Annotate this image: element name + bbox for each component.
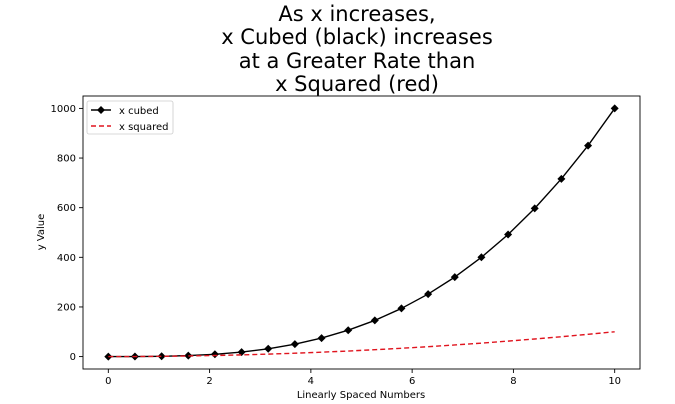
legend-label-x-cubed: x cubed (119, 106, 159, 117)
y-tick-label: 600 (57, 203, 76, 214)
data-point-x-cubed (317, 334, 326, 343)
data-point-x-cubed (264, 344, 273, 353)
y-axis-label: y Value (36, 214, 47, 251)
y-tick-label: 200 (57, 302, 76, 313)
y-tick-label: 400 (57, 253, 76, 264)
series-line-x-cubed (108, 108, 616, 358)
title-line-1: As x increases, (278, 2, 435, 26)
chart-title: As x increases, x Cubed (black) increase… (221, 2, 493, 96)
plot-area-frame (82, 95, 641, 370)
data-point-x-cubed (450, 273, 459, 282)
legend-marker-x-cubed (97, 106, 105, 114)
title-line-3: at a Greater Rate than (239, 49, 476, 73)
x-axis-ticks: 0 2 4 6 8 10 (105, 369, 621, 387)
data-point-x-cubed (344, 326, 353, 335)
x-tick-label: 4 (308, 376, 314, 387)
data-point-x-cubed (557, 174, 566, 183)
x-tick-label: 10 (608, 376, 621, 387)
data-point-x-cubed (210, 350, 219, 359)
data-point-x-cubed (104, 352, 113, 361)
data-point-x-cubed (157, 352, 166, 361)
title-line-4: x Squared (red) (275, 72, 439, 96)
data-point-x-cubed (530, 204, 539, 213)
series-layer (104, 104, 619, 361)
series-line-x-squared (108, 331, 615, 358)
data-point-x-cubed (477, 253, 486, 262)
title-line-2: x Cubed (black) increases (221, 25, 493, 49)
data-point-x-cubed (584, 141, 593, 150)
data-point-x-cubed (184, 351, 193, 360)
data-point-x-cubed (370, 316, 379, 325)
x-tick-label: 8 (510, 376, 516, 387)
y-tick-label: 1000 (51, 104, 76, 115)
y-axis-ticks: 0 200 400 600 800 1000 (51, 104, 83, 363)
data-point-x-cubed (397, 304, 406, 313)
y-tick-label: 0 (70, 352, 76, 363)
data-point-x-cubed (610, 104, 619, 113)
y-tick-label: 800 (57, 154, 76, 165)
x-tick-label: 2 (206, 376, 212, 387)
legend-label-x-squared: x squared (119, 122, 169, 133)
x-tick-label: 6 (409, 376, 415, 387)
data-point-x-cubed (290, 340, 299, 349)
data-point-x-cubed (237, 348, 246, 357)
data-point-x-cubed (424, 290, 433, 299)
data-point-x-cubed (504, 230, 513, 239)
legend: x cubed x squared (86, 100, 174, 135)
x-tick-label: 0 (105, 376, 111, 387)
x-axis-label: Linearly Spaced Numbers (297, 390, 425, 401)
